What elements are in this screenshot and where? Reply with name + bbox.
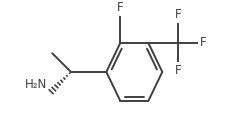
Text: F: F	[117, 1, 124, 14]
Text: F: F	[175, 64, 182, 77]
Text: F: F	[200, 36, 206, 49]
Text: H₂N: H₂N	[25, 78, 47, 91]
Text: F: F	[175, 8, 182, 21]
